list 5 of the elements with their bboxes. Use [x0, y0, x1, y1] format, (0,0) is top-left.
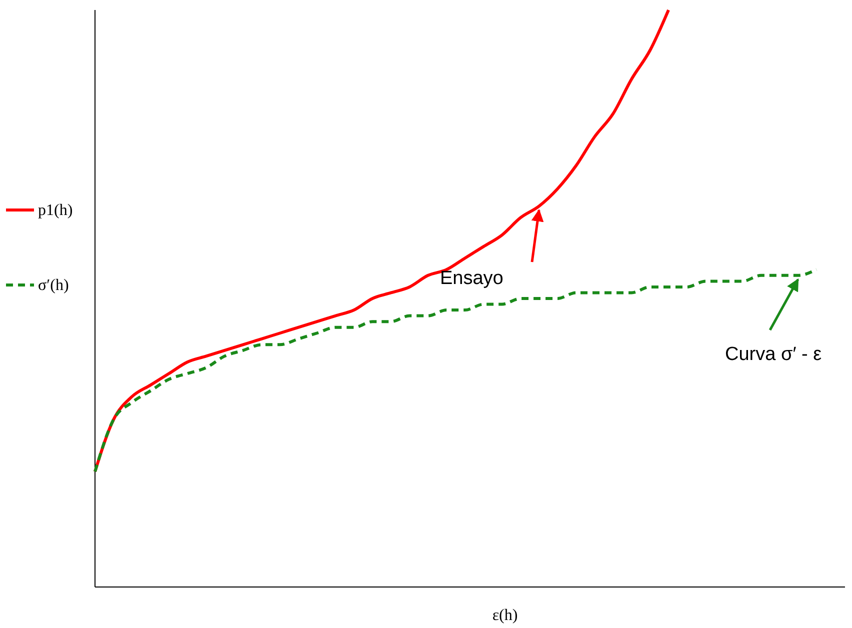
legend-label: p1(h) — [38, 202, 73, 219]
annotation: Ensayo — [440, 268, 504, 289]
x-axis-title: ε(h) — [492, 607, 518, 624]
legend-label: σ′(h) — [38, 277, 69, 294]
annotation: Curva σ′ - ε — [725, 344, 822, 365]
